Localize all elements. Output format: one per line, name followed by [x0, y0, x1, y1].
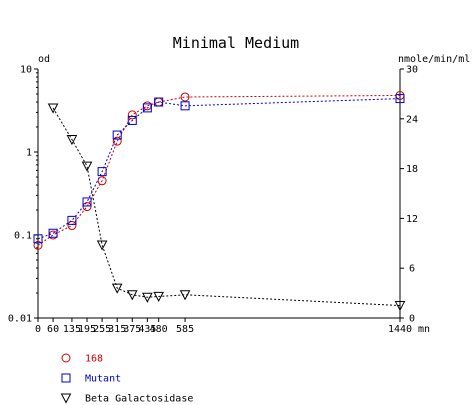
data-point — [395, 94, 405, 104]
y-right-tick-label: 18 — [406, 164, 418, 175]
data-point — [112, 130, 122, 140]
legend-marker — [61, 353, 71, 363]
data-point — [33, 240, 43, 250]
data-point — [154, 97, 164, 107]
data-point — [127, 115, 137, 125]
y-left-tick-label: 0.1 — [14, 231, 32, 242]
y-right-tick-label: 12 — [406, 214, 418, 225]
data-point — [180, 92, 190, 102]
x-tick-label: 585 — [176, 324, 194, 335]
chart-title: Minimal Medium — [173, 34, 299, 52]
data-point — [48, 228, 58, 238]
data-point — [82, 197, 92, 207]
data-point — [180, 101, 190, 111]
x-tick-label: 195 — [78, 324, 96, 335]
data-point — [97, 176, 107, 186]
x-tick-label: 1440 — [388, 324, 412, 335]
y-right-axis-label: nmole/min/ml — [398, 54, 470, 65]
x-tick-label: 0 — [35, 324, 41, 335]
legend-label: Beta Galactosidase — [85, 394, 193, 405]
data-point — [142, 292, 153, 303]
legend-marker — [60, 393, 72, 404]
legend-label: Mutant — [85, 374, 121, 385]
data-point — [67, 215, 77, 225]
x-tick-label: 60 — [47, 324, 59, 335]
series-mutant — [33, 94, 405, 244]
series-line — [37, 94, 401, 246]
data-point — [112, 136, 122, 146]
x-tick-label: 375 — [123, 324, 141, 335]
x-tick-label: 435 — [138, 324, 156, 335]
data-point — [142, 101, 152, 111]
axes: 0.01 0.1 1 10 0 6 12 18 24 30 0 60 13519525531537543… — [8, 65, 430, 336]
data-point — [96, 240, 108, 251]
legend: 168 Mutant Beta Galactosidase — [60, 353, 193, 405]
data-point — [33, 234, 43, 244]
y-left-tick-label: 0.01 — [8, 314, 32, 325]
y-right-tick-label: 6 — [409, 264, 415, 275]
data-point — [47, 103, 59, 114]
x-tick-label: 255 — [93, 324, 111, 335]
data-point — [127, 110, 137, 120]
data-point — [67, 221, 77, 231]
data-point — [126, 290, 138, 301]
data-point — [142, 103, 152, 113]
x-tick-label: 315 — [108, 324, 126, 335]
y-left-axis-label: od — [38, 54, 50, 65]
series-line — [37, 98, 401, 240]
x-tick-label: 135 — [63, 324, 81, 335]
data-point — [82, 202, 92, 212]
data-point — [48, 230, 58, 240]
data-point — [66, 135, 78, 146]
x-tick-label: 480 — [150, 324, 168, 335]
y-right-tick-label: 30 — [406, 65, 418, 76]
series-beta-galactosidase — [47, 103, 406, 312]
data-point — [81, 161, 93, 172]
data-point — [179, 290, 191, 301]
y-left-tick-label: 10 — [20, 65, 32, 76]
y-right-tick-label: 24 — [406, 114, 418, 125]
series-line — [52, 107, 401, 307]
data-point — [153, 291, 164, 302]
data-point — [394, 301, 406, 312]
data-point — [111, 283, 123, 294]
y-left-tick-label: 1 — [26, 148, 32, 159]
y-right-tick-label: 0 — [409, 314, 415, 325]
x-axis-label: mn — [418, 324, 430, 335]
series-168 — [33, 90, 405, 250]
series-layer — [33, 90, 406, 312]
data-point — [97, 167, 107, 177]
legend-label: 168 — [85, 354, 103, 365]
legend-marker — [61, 373, 71, 383]
